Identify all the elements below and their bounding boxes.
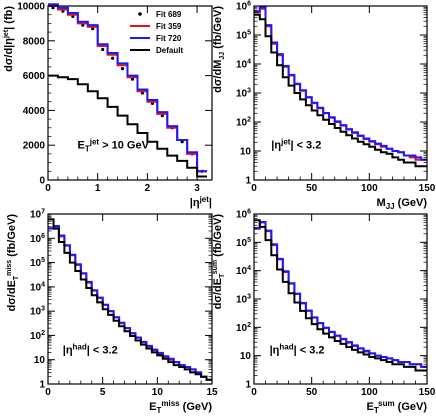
data-point-eta-fit-689 — [111, 56, 115, 60]
series-mjj-default — [254, 13, 427, 168]
x-tick-label: 2 — [145, 183, 151, 194]
y-tick-label: 103 — [236, 88, 251, 100]
plot-annotation: |ηjet| < 3.2 — [271, 138, 321, 152]
data-point-eta-fit-689 — [101, 47, 105, 52]
y-tick-label: 107 — [30, 209, 45, 221]
y-tick-label: 103 — [30, 306, 45, 318]
series-etsum-fit-720 — [254, 221, 427, 368]
y-axis-label: dσ/dMJJ (fb/GeV) — [212, 6, 226, 93]
panel-eta: 0 1 2 3 0 2000 4000 6000 8000 10000 |ηjet| dσ/d|ηje… — [3, 2, 213, 209]
plot-frame — [253, 213, 428, 385]
panel-mjj: 0 50 100 150 1 10 102 103 104 105 106 MJJ (GeV) dσ/d… — [212, 1, 436, 212]
series-etmiss-fit-359 — [48, 225, 212, 381]
x-tick-label: 0 — [45, 387, 51, 398]
y-tick-label: 104 — [30, 281, 45, 293]
y-tick-label: 6000 — [23, 71, 46, 82]
data-point-eta-fit-689 — [120, 67, 125, 71]
x-axis-label: MJJ (GeV) — [377, 197, 428, 211]
x-tick-label: 0 — [251, 183, 257, 194]
y-tick-label: 0 — [39, 176, 45, 187]
y-tick-label: 103 — [236, 294, 251, 306]
series-mjj-fit-359 — [254, 7, 427, 161]
y-tick-label: 104 — [236, 265, 251, 277]
x-tick-label: 5 — [100, 387, 106, 398]
y-tick-label: 10 — [240, 351, 252, 362]
x-axis-label: ETsum (GeV) — [367, 399, 428, 415]
x-tick-label: 0 — [45, 183, 51, 194]
y-tick-label: 1 — [39, 380, 45, 391]
plot-annotation: |ηhad| < 3.2 — [63, 342, 118, 356]
plot-frame — [47, 213, 213, 385]
y-tick-label: 2000 — [23, 141, 46, 152]
y-tick-label: 4000 — [23, 106, 46, 117]
x-tick-label: 3 — [194, 183, 200, 194]
series-eta-default — [48, 74, 207, 178]
x-tick-label: 15 — [206, 387, 218, 398]
x-tick-label: 0 — [251, 387, 257, 398]
series-eta-fit-720 — [48, 3, 207, 173]
x-tick-label: 150 — [419, 183, 436, 194]
y-tick-label: 105 — [30, 257, 45, 269]
legend-marker — [138, 12, 142, 16]
y-tick-label: 1 — [245, 380, 251, 391]
x-axis-label: ETmiss (GeV) — [149, 399, 212, 415]
x-tick-label: 10 — [152, 387, 164, 398]
series-mjj-fit-720 — [254, 6, 427, 161]
y-tick-label: 1 — [245, 176, 251, 187]
panel-etmiss: 0 5 10 15 1 10 102 103 104 105 106 107 ETmiss (GeV) d… — [6, 209, 218, 416]
plot-frame — [253, 5, 428, 181]
y-tick-label: 105 — [236, 30, 251, 42]
series-etmiss-fit-720 — [48, 225, 212, 381]
x-tick-label: 50 — [306, 387, 318, 398]
legend-label: Fit 359 — [156, 22, 182, 31]
y-axis-label: dσ/dETsum (fb/GeV) — [212, 214, 226, 310]
y-tick-label: 102 — [236, 117, 251, 129]
y-tick-label: 106 — [30, 233, 45, 245]
series-etsum-default — [254, 219, 427, 372]
x-tick-label: 100 — [361, 387, 378, 398]
y-tick-label: 10 — [240, 147, 252, 158]
x-tick-label: 1 — [95, 183, 101, 194]
legend-label: Default — [156, 46, 183, 55]
y-tick-label: 105 — [236, 237, 251, 249]
y-tick-label: 106 — [236, 209, 251, 221]
panel-etsum: 0 50 100 150 1 10 102 103 104 105 106 ETsum (GeV) dσ… — [212, 209, 436, 416]
y-tick-label: 8000 — [23, 36, 46, 47]
y-tick-label: 106 — [236, 1, 251, 13]
y-tick-label: 104 — [236, 59, 251, 71]
x-tick-label: 100 — [361, 183, 378, 194]
y-tick-label: 102 — [236, 322, 251, 334]
y-tick-label: 10000 — [17, 2, 45, 13]
legend-label: Fit 720 — [156, 34, 182, 43]
series-etmiss-default — [48, 218, 212, 381]
x-axis-label: |ηjet| — [190, 195, 212, 209]
y-tick-label: 10 — [34, 355, 46, 366]
legend-label: Fit 689 — [156, 10, 182, 19]
y-axis-label: dσ/dETmiss (fb/GeV) — [6, 214, 20, 312]
plot-annotation: ETjet > 10 GeV — [78, 138, 150, 154]
y-axis-label: dσ/d|ηjet| (fb) — [3, 6, 15, 72]
x-tick-label: 150 — [419, 387, 436, 398]
y-tick-label: 102 — [30, 330, 45, 342]
x-tick-label: 50 — [306, 183, 318, 194]
plot-annotation: |ηhad| < 3.2 — [270, 342, 325, 356]
